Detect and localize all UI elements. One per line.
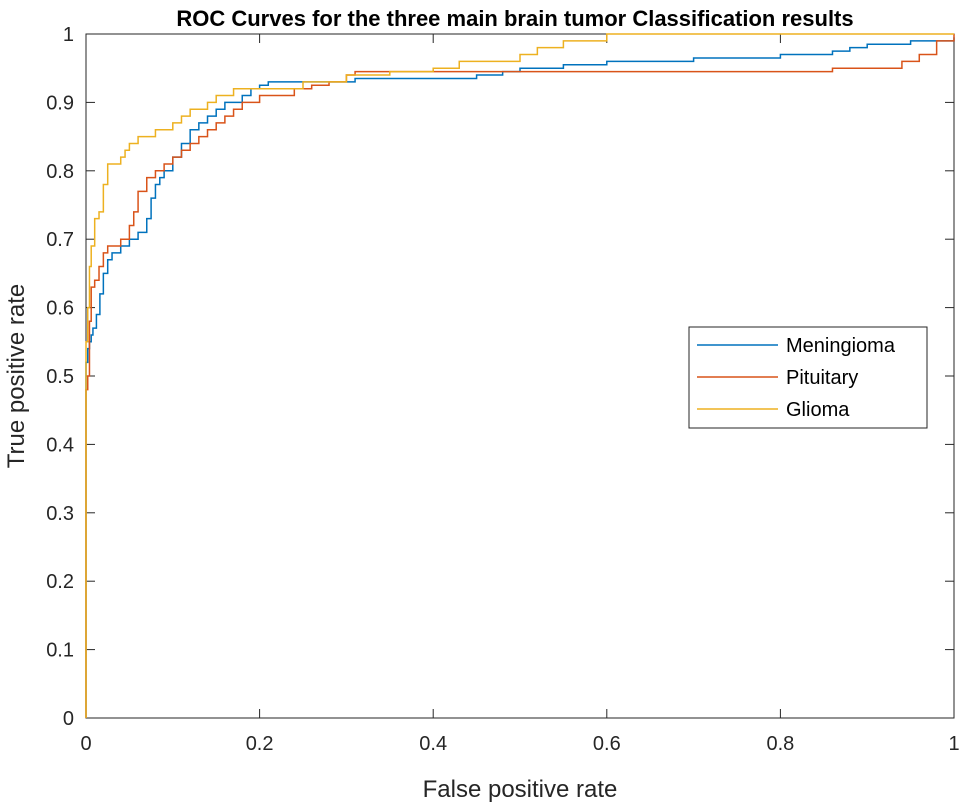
- chart-title: ROC Curves for the three main brain tumo…: [176, 6, 853, 31]
- x-tick-label: 0.2: [246, 733, 274, 755]
- x-tick-label: 0.4: [419, 733, 447, 755]
- x-tick-label: 0: [80, 733, 91, 755]
- x-tick-label: 1: [948, 733, 959, 755]
- y-tick-label: 0.2: [46, 571, 74, 593]
- y-tick-label: 0.1: [46, 640, 74, 662]
- y-tick-label: 0: [63, 708, 74, 730]
- y-tick-label: 0.9: [46, 92, 74, 114]
- y-tick-label: 0.5: [46, 366, 74, 388]
- y-tick-label: 0.3: [46, 503, 74, 525]
- x-axis-label: False positive rate: [423, 776, 618, 803]
- y-tick-label: 0.6: [46, 298, 74, 320]
- y-tick-label: 0.8: [46, 161, 74, 183]
- y-tick-label: 0.4: [46, 434, 74, 456]
- series-line-meningioma: [85, 37, 955, 718]
- y-axis: 0 0.1 0.2 0.3 0.4 0.5 0.6 0.7 0.8 0.9 1: [46, 24, 954, 730]
- y-tick-label: 0.7: [46, 229, 74, 251]
- y-axis-label: True positive rate: [3, 284, 30, 469]
- x-tick-label: 0.6: [593, 733, 621, 755]
- legend-label-glioma: Glioma: [786, 399, 850, 421]
- x-tick-label: 0.8: [766, 733, 794, 755]
- series-line-glioma: [85, 33, 954, 718]
- series-lines: [85, 33, 955, 718]
- series-line-pituitary: [85, 34, 955, 718]
- legend-label-meningioma: Meningioma: [786, 335, 896, 357]
- legend: Meningioma Pituitary Glioma: [688, 326, 928, 429]
- legend-label-pituitary: Pituitary: [786, 367, 858, 389]
- y-tick-label: 1: [63, 24, 74, 46]
